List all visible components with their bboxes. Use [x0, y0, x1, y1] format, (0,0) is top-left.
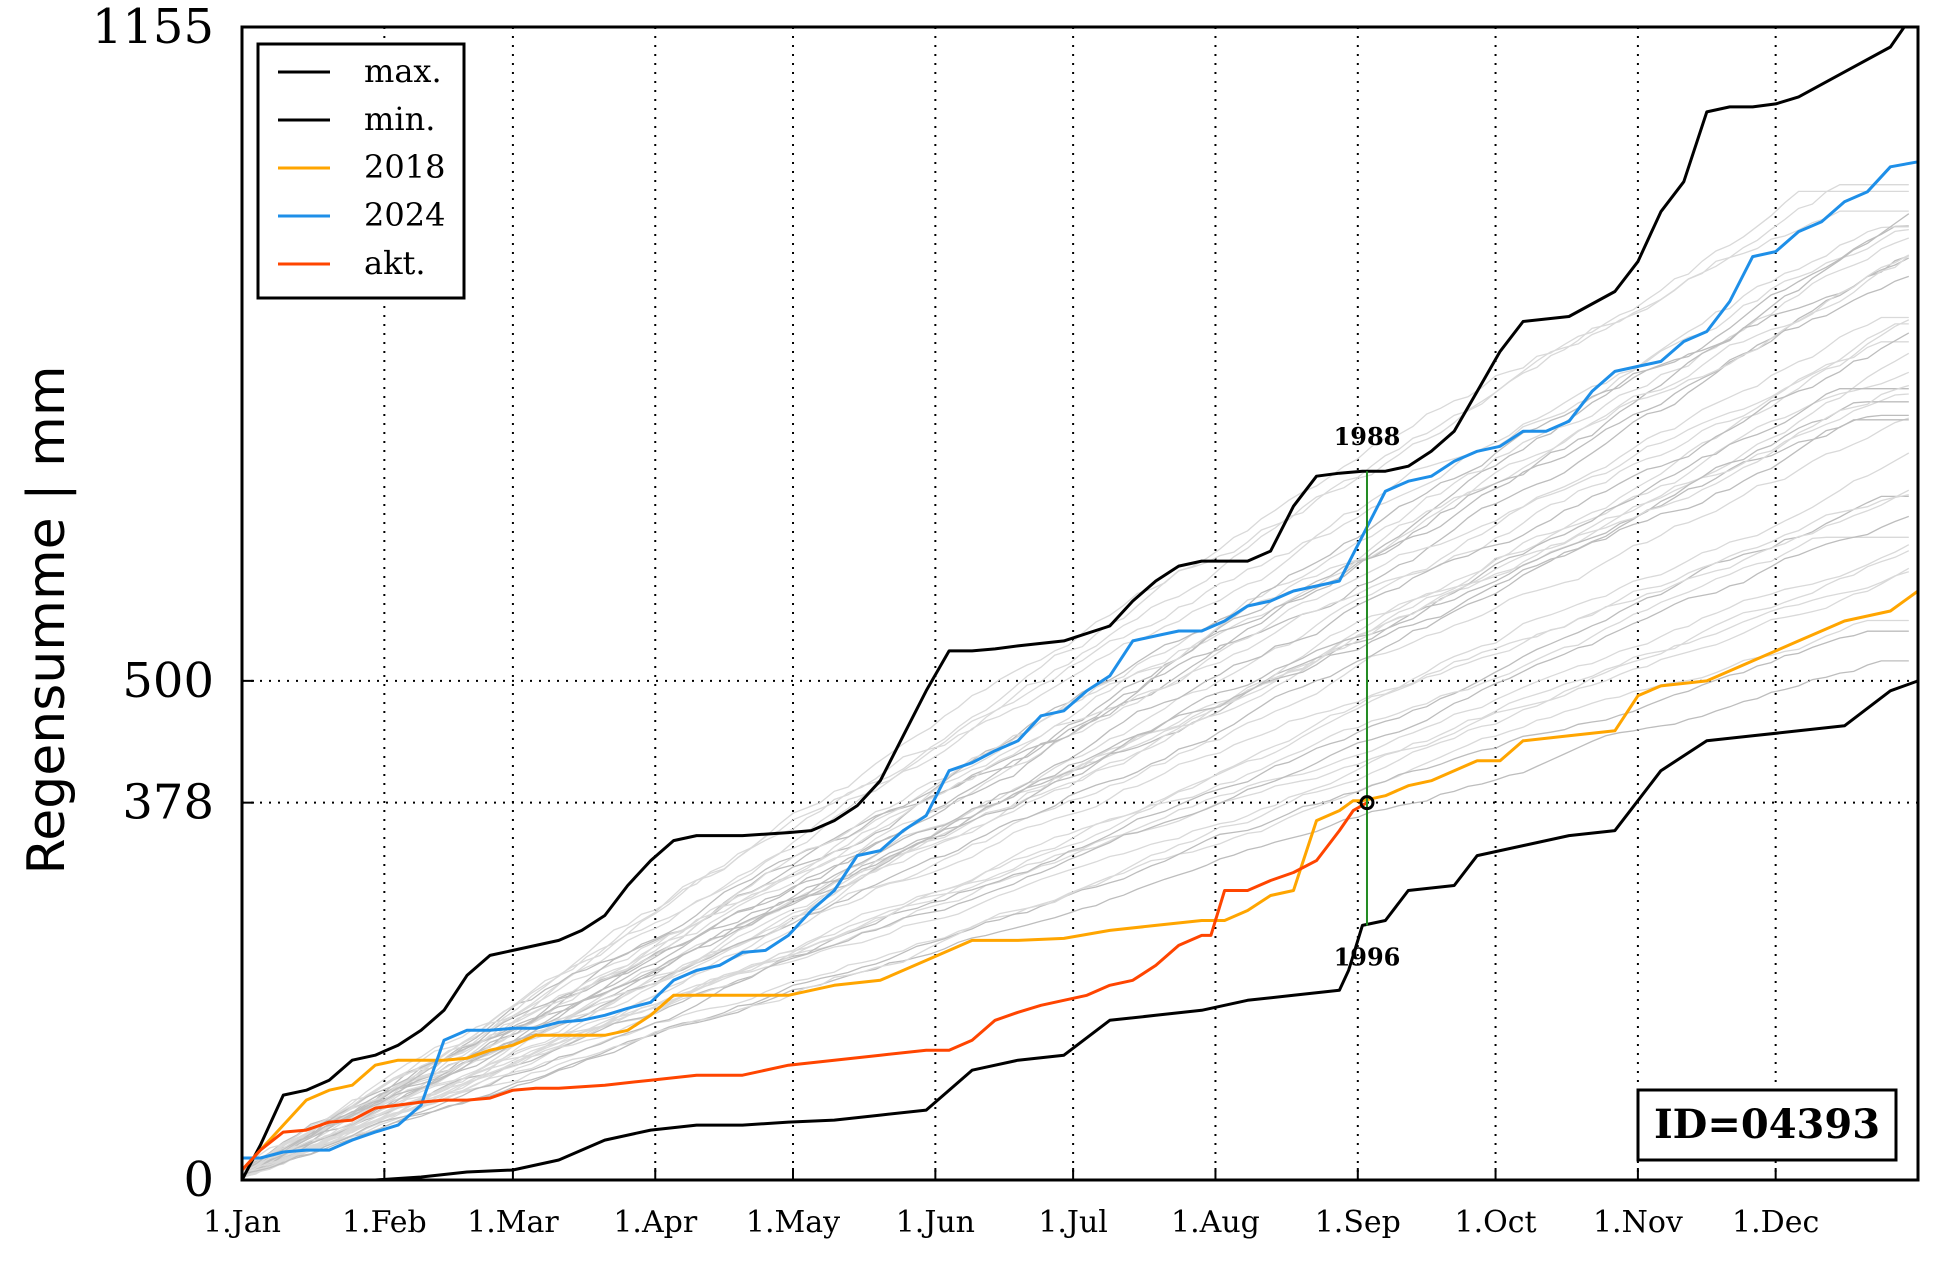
- year-annotation: 1988: [1334, 422, 1401, 451]
- x-tick-label: 1.Feb: [342, 1205, 427, 1240]
- background-year-line: [241, 190, 1909, 1174]
- id-box-frame: [1636, 1088, 1898, 1162]
- series-line-max: [240, 25, 1918, 1181]
- background-year-lines: [241, 184, 1910, 1179]
- plot-frame: [240, 25, 1920, 1182]
- background-year-line: [241, 515, 1910, 1175]
- x-tick-label: 1.Oct: [1455, 1205, 1537, 1240]
- x-tick-label: 1.Apr: [613, 1205, 697, 1240]
- background-year-line: [241, 536, 1909, 1176]
- y-tick-label: 500: [122, 653, 214, 709]
- y-tick-label: 1155: [92, 0, 214, 55]
- series-line-min: [242, 679, 1919, 1182]
- series-lines: [240, 25, 1919, 1182]
- background-year-line: [241, 419, 1909, 1172]
- legend-label: 2018: [364, 148, 445, 186]
- x-tick-label: 1.Dec: [1732, 1205, 1819, 1240]
- background-year-line: [241, 401, 1909, 1171]
- x-tick-label: 1.May: [746, 1205, 840, 1240]
- series-line-2024: [242, 160, 1919, 1160]
- background-year-line: [241, 660, 1909, 1175]
- background-year-line: [241, 228, 1909, 1176]
- year-annotation: 1996: [1334, 942, 1401, 971]
- background-year-line: [241, 184, 1909, 1177]
- background-year-line: [241, 332, 1910, 1175]
- axis-ticks: 1.Jan 1.Feb 1.Mar 1.Apr 1.May 1.Jun 1.Jul 1.Aug…: [92, 0, 1819, 1240]
- id-box-label: ID=04393: [1654, 1101, 1880, 1148]
- series-line-2018: [240, 589, 1919, 1172]
- x-tick-label: 1.Aug: [1171, 1205, 1260, 1240]
- x-tick-label: 1.Sep: [1315, 1205, 1401, 1240]
- background-year-line: [241, 384, 1909, 1175]
- y-axis-label: Regensumme | mm: [17, 366, 77, 875]
- background-year-line: [241, 494, 1909, 1178]
- background-year-line: [241, 210, 1909, 1175]
- background-year-line: [241, 316, 1909, 1170]
- series-line-akt: [240, 801, 1368, 1172]
- y-tick-label: 378: [122, 775, 214, 831]
- id-box: ID=04393: [1636, 1088, 1898, 1162]
- legend-frame: [256, 42, 466, 300]
- background-year-line: [241, 452, 1910, 1177]
- background-year-line: [241, 489, 1910, 1174]
- background-year-line: [241, 571, 1909, 1174]
- background-year-line: [241, 323, 1909, 1172]
- background-year-line: [241, 319, 1910, 1178]
- background-year-line: [241, 630, 1909, 1175]
- background-year-line: [241, 226, 1909, 1176]
- x-tick-label: 1.Jun: [896, 1205, 975, 1240]
- legend-label: 2024: [364, 196, 445, 234]
- background-year-line: [241, 254, 1910, 1171]
- x-tick-label: 1.Nov: [1593, 1205, 1683, 1240]
- x-tick-label: 1.Jul: [1038, 1205, 1108, 1240]
- grid-lines: [242, 26, 1918, 1180]
- legend-label: akt.: [364, 244, 426, 282]
- y-tick-label: 0: [183, 1152, 214, 1208]
- current-point-marker: [1359, 795, 1375, 811]
- legend: max. min. 2018 2024 akt.: [256, 42, 466, 300]
- legend-label: max.: [364, 52, 442, 90]
- x-tick-label: 1.Mar: [467, 1205, 559, 1240]
- background-year-line: [241, 393, 1909, 1177]
- background-year-line: [241, 544, 1910, 1176]
- annotations: 1988 1996: [1334, 422, 1401, 971]
- legend-label: min.: [364, 100, 435, 138]
- background-year-line: [241, 550, 1910, 1177]
- background-year-line: [241, 257, 1910, 1172]
- background-year-line: [241, 225, 1909, 1170]
- background-year-line: [241, 341, 1909, 1175]
- x-tick-label: 1.Jan: [203, 1205, 281, 1240]
- background-year-line: [241, 213, 1910, 1175]
